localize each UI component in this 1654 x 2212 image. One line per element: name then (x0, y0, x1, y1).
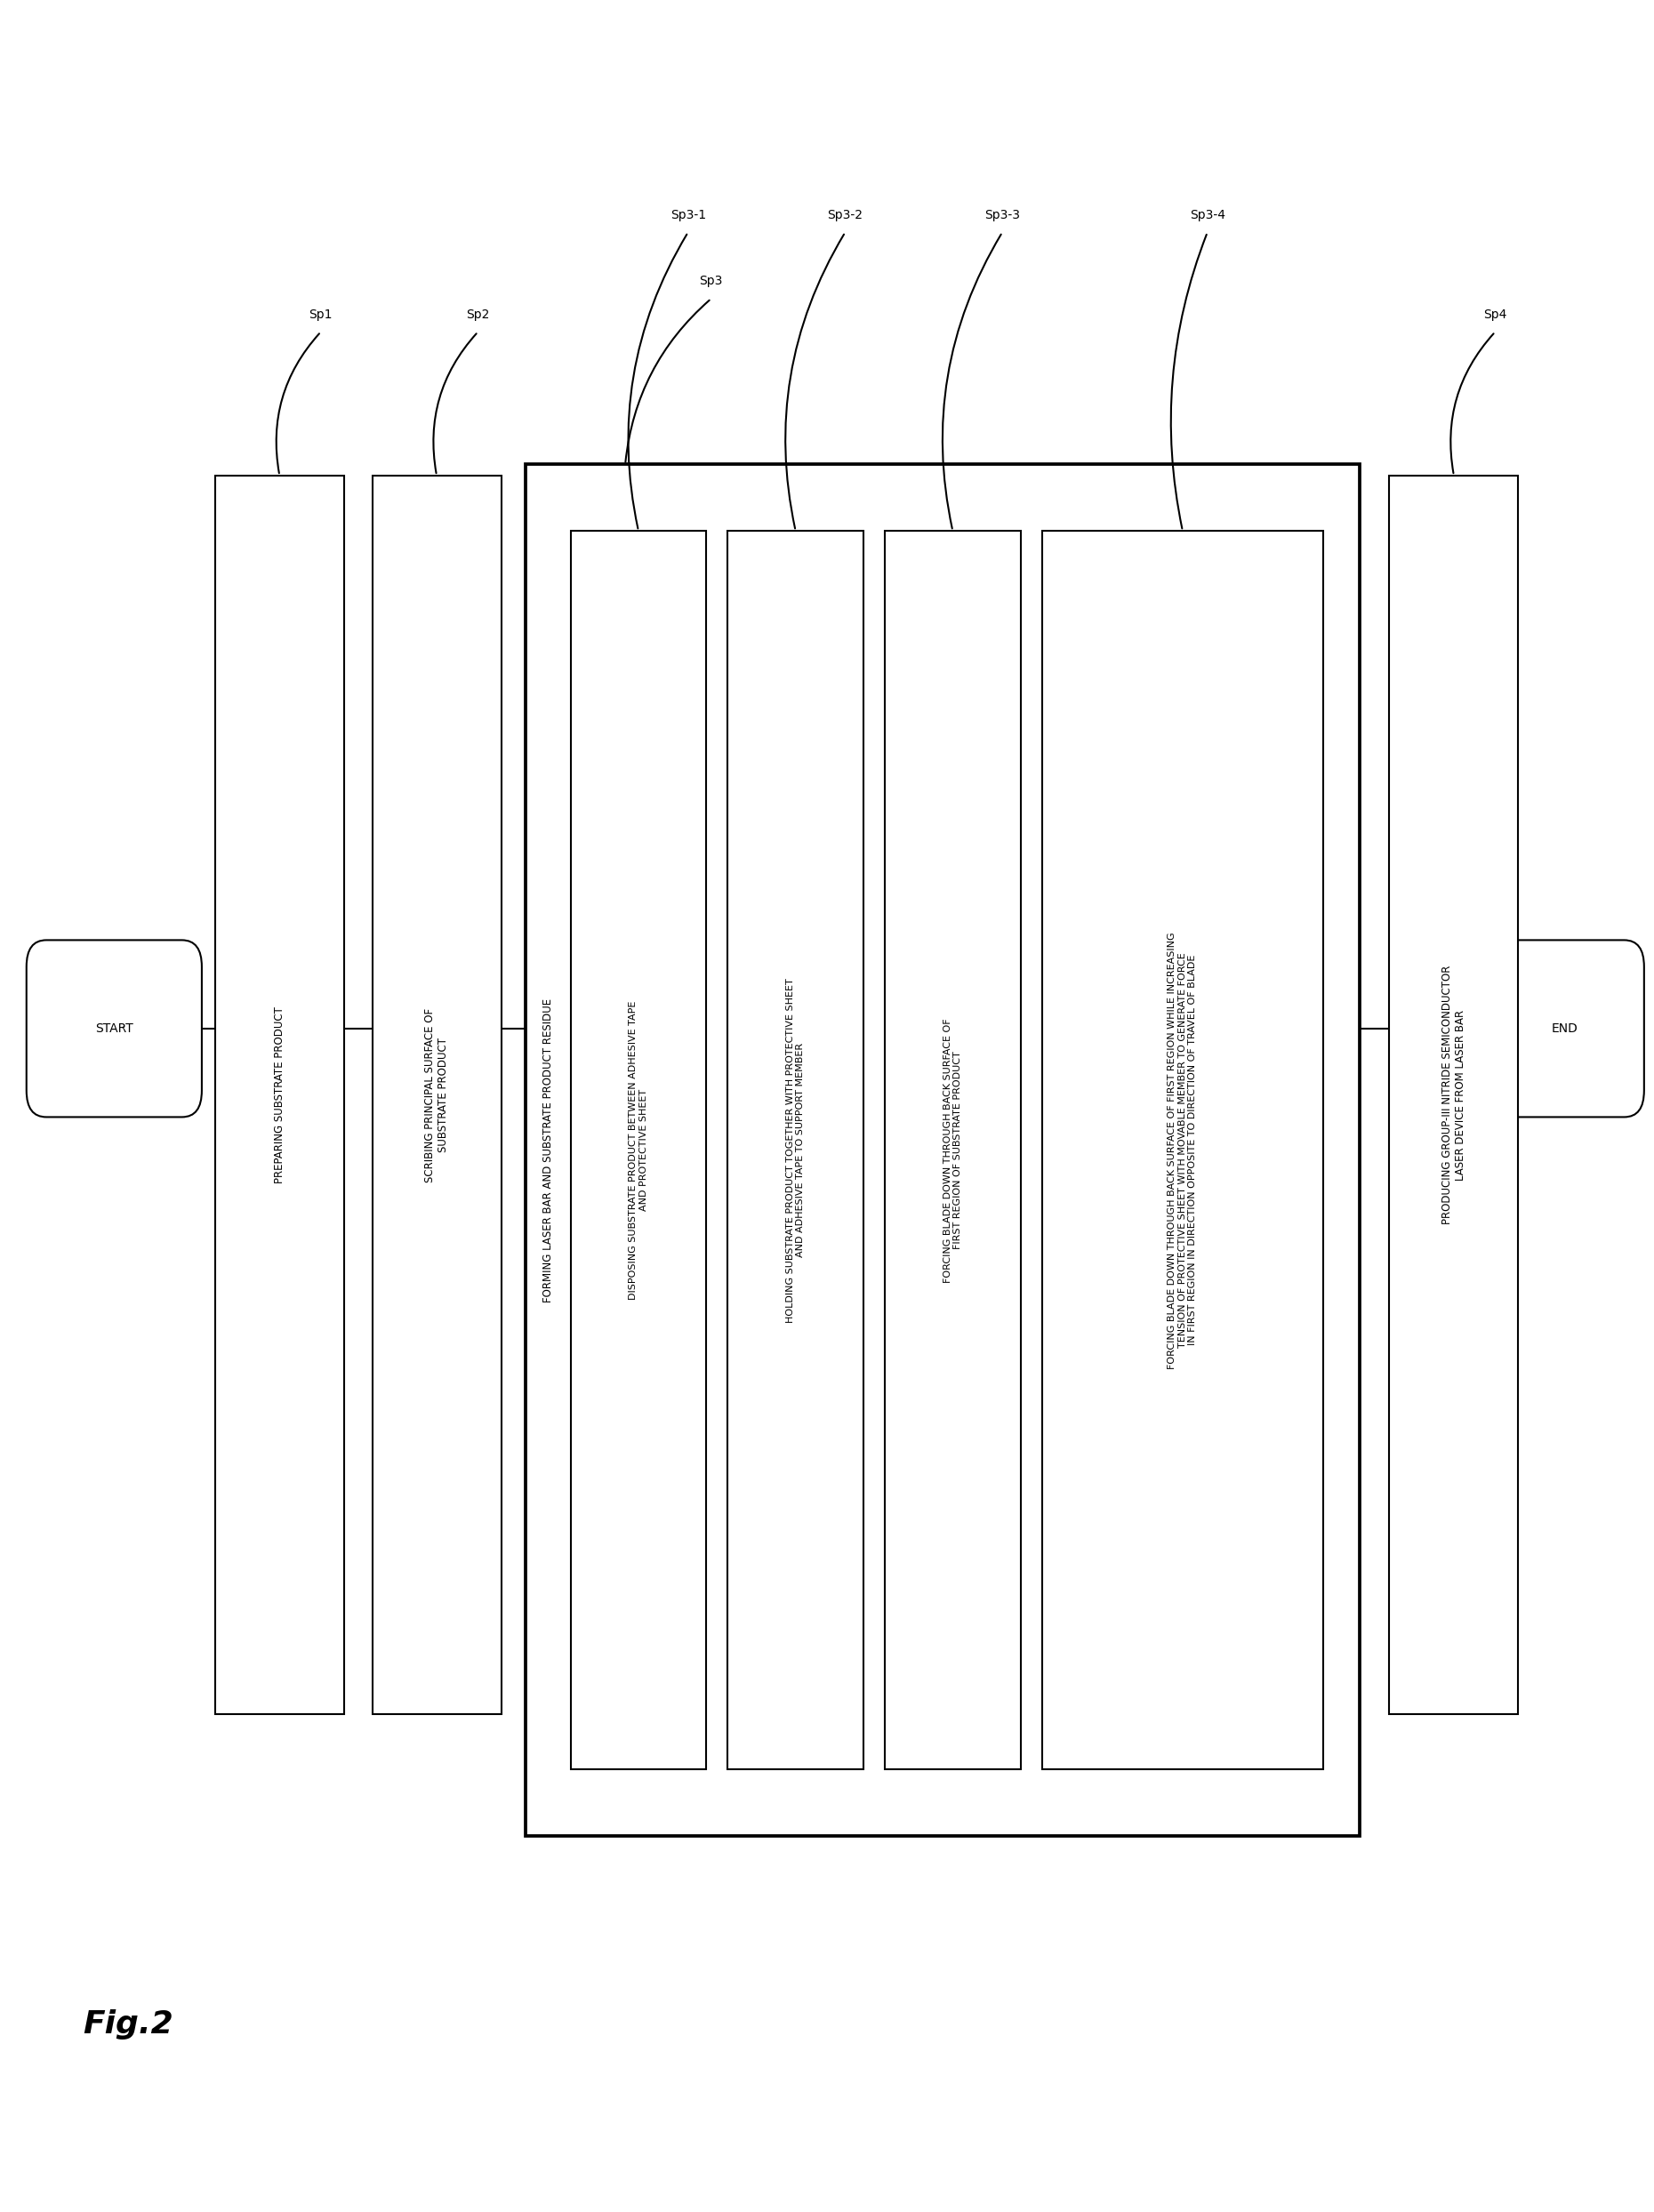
Text: Fig.2: Fig.2 (83, 2008, 174, 2039)
Bar (372, 476, 501, 1714)
Text: FORMING LASER BAR AND SUBSTRATE PRODUCT RESIDUE: FORMING LASER BAR AND SUBSTRATE PRODUCT … (543, 998, 554, 1303)
Text: PREPARING SUBSTRATE PRODUCT: PREPARING SUBSTRATE PRODUCT (275, 1006, 284, 1183)
Text: HOLDING SUBSTRATE PRODUCT TOGETHER WITH PROTECTIVE SHEET
AND ADHESIVE TAPE TO SU: HOLDING SUBSTRATE PRODUCT TOGETHER WITH … (786, 978, 805, 1323)
Bar (885, 531, 1021, 1770)
Text: Sp4: Sp4 (1484, 307, 1507, 321)
Text: Sp1: Sp1 (309, 307, 332, 321)
Text: DISPOSING SUBSTRATE PRODUCT BETWEEN ADHESIVE TAPE
AND PROTECTIVE SHEET: DISPOSING SUBSTRATE PRODUCT BETWEEN ADHE… (629, 1000, 648, 1301)
Text: Sp3-4: Sp3-4 (1189, 208, 1226, 221)
Text: SCRIBING PRINCIPAL SURFACE OF
SUBSTRATE PRODUCT: SCRIBING PRINCIPAL SURFACE OF SUBSTRATE … (423, 1009, 450, 1181)
Bar (1389, 476, 1518, 1714)
Text: Sp3: Sp3 (700, 274, 723, 288)
Text: Sp3-3: Sp3-3 (984, 208, 1021, 221)
Bar (215, 476, 344, 1714)
Text: Sp3-2: Sp3-2 (827, 208, 863, 221)
Text: END: END (1551, 1022, 1578, 1035)
Bar (728, 531, 863, 1770)
Text: Sp2: Sp2 (466, 307, 490, 321)
Text: Sp3-1: Sp3-1 (670, 208, 706, 221)
Text: PRODUCING GROUP-III NITRIDE SEMICONDUCTOR
LASER DEVICE FROM LASER BAR: PRODUCING GROUP-III NITRIDE SEMICONDUCTO… (1441, 964, 1467, 1225)
Bar (526, 465, 1360, 1836)
Bar (571, 531, 706, 1770)
FancyBboxPatch shape (26, 940, 202, 1117)
Text: FORCING BLADE DOWN THROUGH BACK SURFACE OF FIRST REGION WHILE INCREASING
TENSION: FORCING BLADE DOWN THROUGH BACK SURFACE … (1168, 931, 1197, 1369)
Text: FORCING BLADE DOWN THROUGH BACK SURFACE OF
FIRST REGION OF SUBSTRATE PRODUCT: FORCING BLADE DOWN THROUGH BACK SURFACE … (943, 1018, 963, 1283)
FancyBboxPatch shape (1485, 940, 1644, 1117)
Text: START: START (96, 1022, 132, 1035)
Bar (1042, 531, 1323, 1770)
